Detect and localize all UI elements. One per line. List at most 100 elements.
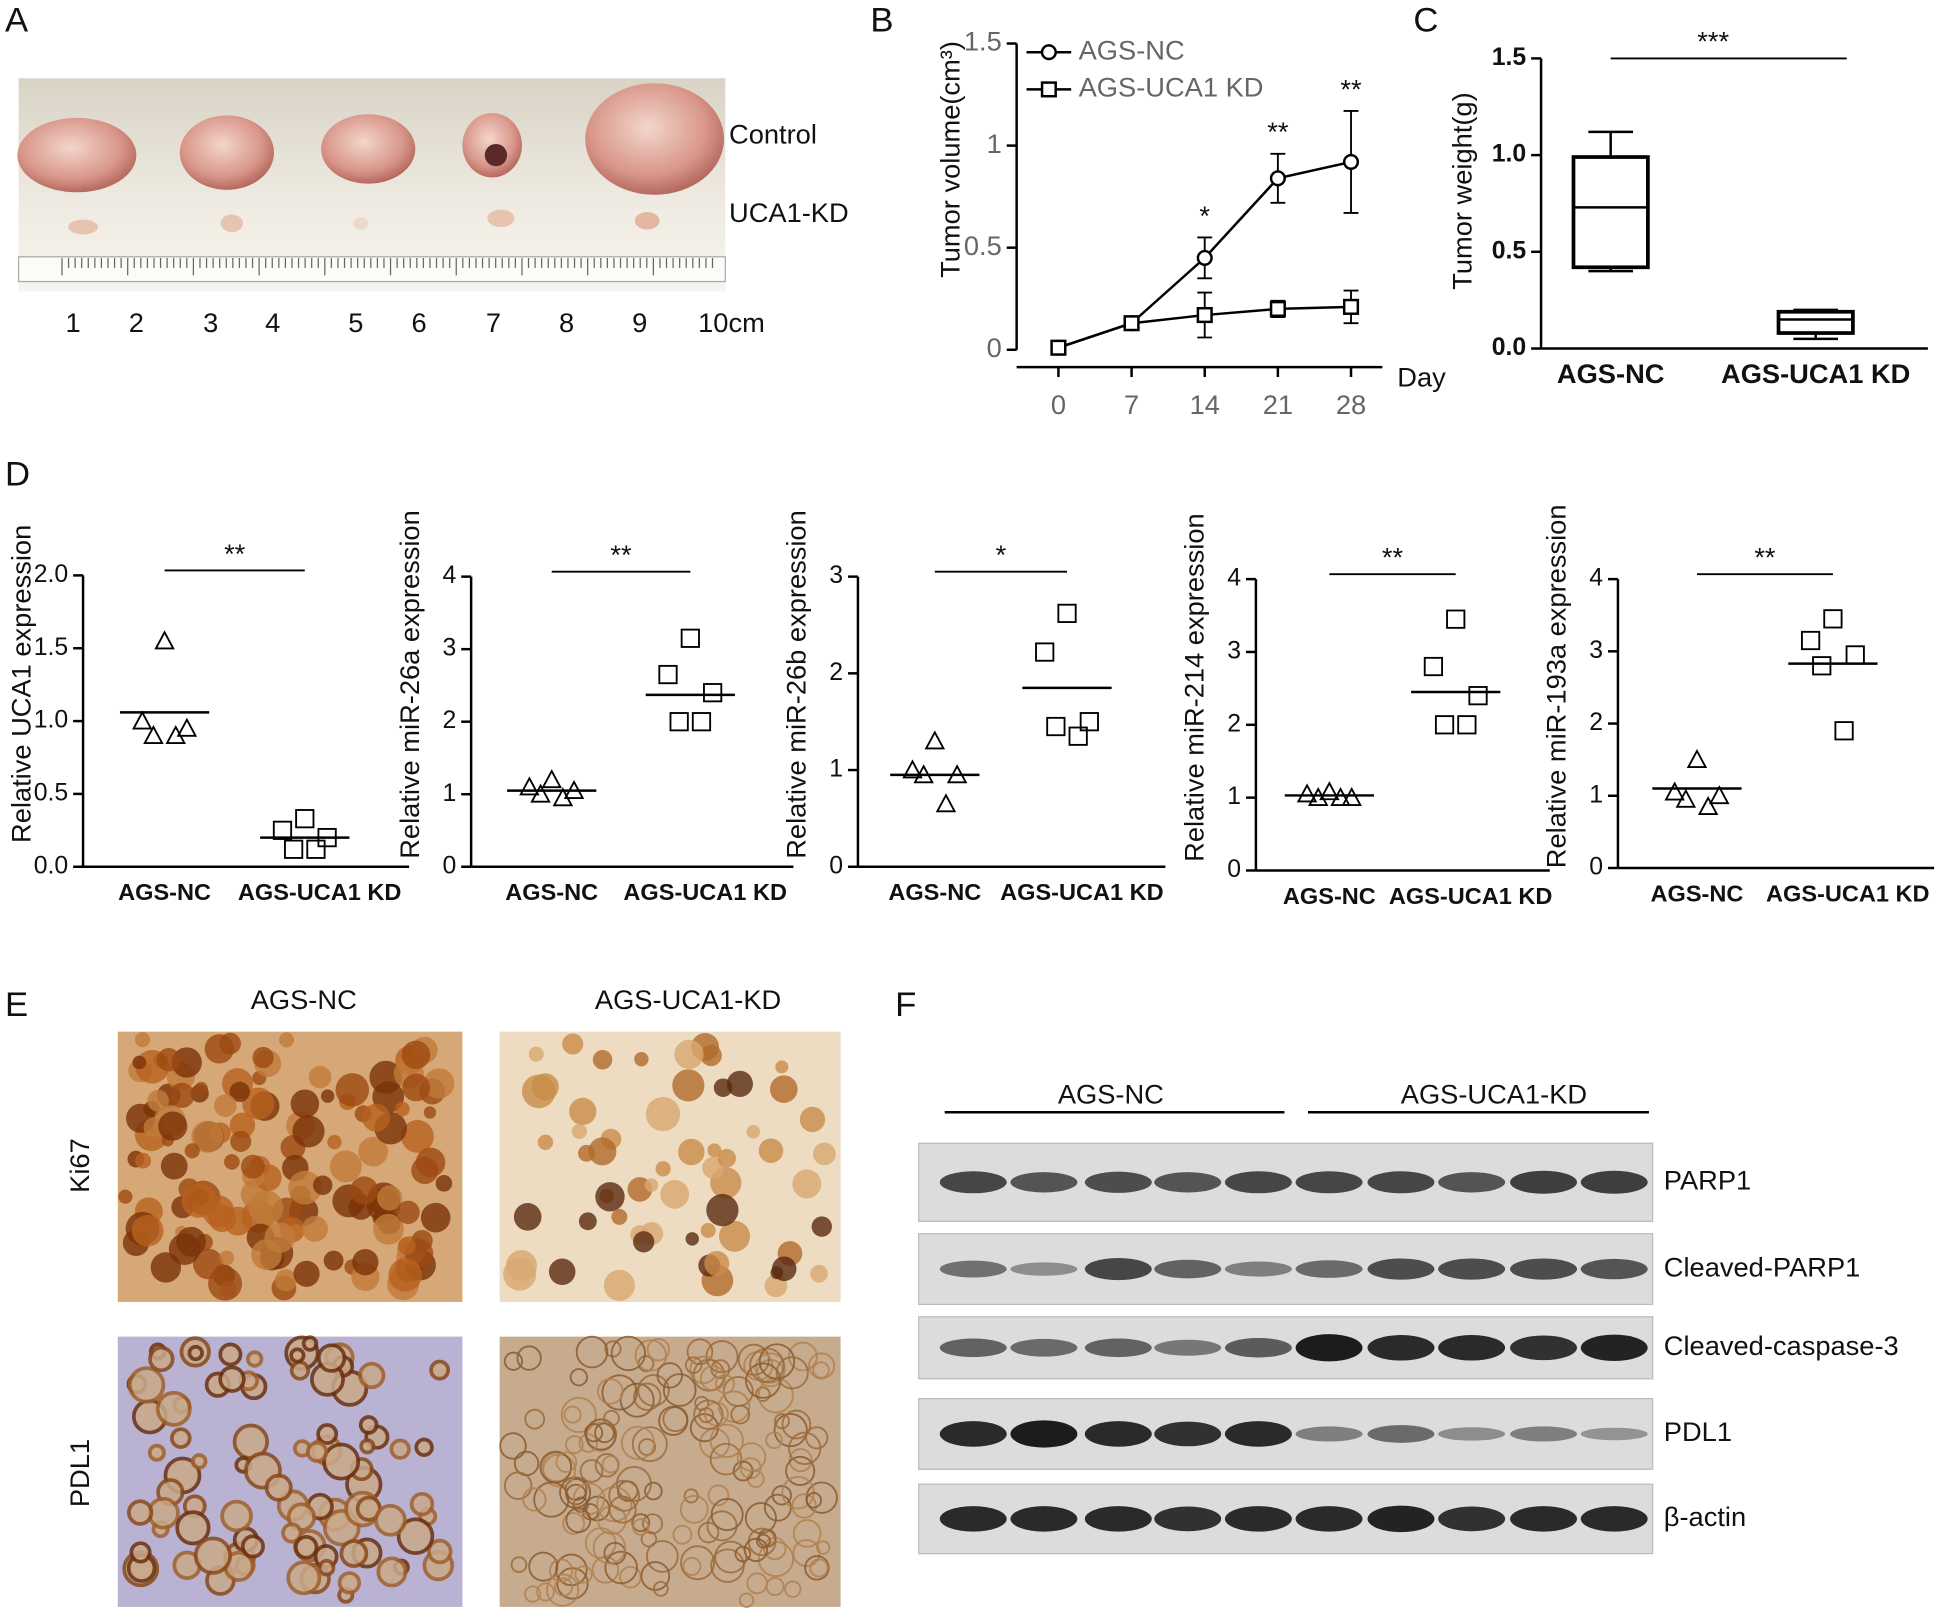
cell: [579, 1459, 604, 1483]
cell: [329, 1150, 362, 1183]
cell: [686, 1338, 714, 1366]
ruler-label: 1: [66, 307, 81, 338]
marker: [1068, 726, 1088, 746]
column-label: AGS-NC: [251, 984, 357, 1015]
band: [1010, 1172, 1078, 1193]
cell: [132, 1055, 147, 1070]
cell: [608, 1479, 641, 1512]
cell: [678, 1138, 705, 1166]
cell: [642, 1513, 664, 1535]
significance: **: [1267, 116, 1289, 147]
x-tick-label: 21: [1263, 389, 1293, 420]
band: [1580, 1170, 1648, 1194]
y-tick-label: 1.5: [34, 634, 68, 661]
cell: [401, 1040, 431, 1070]
cell: [537, 1134, 554, 1151]
y-tick-label: 1: [829, 756, 843, 783]
x-axis-label: Day: [1397, 362, 1446, 393]
marker: [680, 628, 700, 648]
cell: [563, 1405, 582, 1424]
band: [1510, 1426, 1578, 1442]
cell: [524, 1408, 546, 1430]
significance: **: [1382, 541, 1404, 572]
tumor-spot: [484, 143, 508, 167]
cell: [682, 1556, 702, 1576]
cell: [396, 1517, 435, 1555]
cell: [308, 1065, 332, 1089]
band: [1367, 1505, 1435, 1533]
band: [1010, 1338, 1078, 1357]
cell: [637, 1374, 670, 1407]
cell: [218, 1342, 243, 1367]
band: [939, 1260, 1007, 1278]
cell: [746, 1572, 768, 1595]
cell: [575, 1335, 609, 1369]
marker: [902, 759, 923, 779]
y-tick-label: 0: [987, 332, 1002, 363]
cell: [713, 1078, 733, 1098]
marker: [1800, 630, 1821, 651]
cell: [736, 1442, 767, 1472]
marker: [1330, 786, 1351, 807]
significance: ***: [1697, 26, 1729, 57]
marker: [284, 839, 304, 859]
cell: [286, 1560, 322, 1596]
cell: [118, 1189, 133, 1204]
cell: [746, 1124, 761, 1139]
cell: [423, 1068, 455, 1099]
marker: [1664, 781, 1685, 801]
y-tick-label: 1.5: [964, 26, 1002, 57]
cell: [569, 1097, 597, 1126]
y-axis-label: Relative miR-26b expression: [781, 510, 812, 859]
cell: [358, 1136, 389, 1167]
cell: [717, 1148, 737, 1168]
cell: [377, 1185, 403, 1211]
cell: [176, 1226, 206, 1257]
band: [1510, 1506, 1578, 1532]
y-tick-label: 0: [1227, 856, 1241, 883]
cell: [770, 1075, 798, 1103]
cell: [611, 1208, 628, 1225]
marker: [154, 630, 175, 650]
band: [1084, 1506, 1152, 1532]
cell: [571, 1123, 587, 1139]
cell: [632, 1518, 650, 1536]
cell: [707, 1143, 722, 1158]
ruler-label: 8: [559, 307, 574, 338]
cell: [672, 1524, 693, 1545]
cell: [578, 1212, 597, 1231]
y-tick-label: 0.0: [1492, 334, 1526, 361]
marker: [1845, 645, 1865, 665]
y-axis-label: Relative miR-193a expression: [1541, 505, 1572, 869]
cell: [755, 1386, 771, 1402]
column-label: AGS-UCA1-KD: [595, 984, 781, 1015]
cell: [252, 1046, 274, 1069]
y-tick-label: 4: [442, 562, 456, 589]
cell: [155, 1390, 192, 1427]
cell: [710, 1498, 744, 1532]
cell: [679, 1494, 709, 1524]
y-tick-label: 1.0: [1492, 141, 1526, 168]
panel-letter: F: [895, 986, 916, 1024]
cell: [293, 1260, 320, 1287]
band: [1438, 1172, 1506, 1193]
cell: [634, 1339, 667, 1372]
x-tick-label: AGS-NC: [505, 879, 598, 905]
cell: [574, 1565, 593, 1584]
band: [1224, 1261, 1292, 1277]
cell: [513, 1203, 542, 1231]
band: [1367, 1258, 1435, 1280]
cell: [184, 1143, 200, 1159]
cell: [420, 1202, 451, 1233]
cell: [190, 1453, 208, 1470]
ihc-images: [117, 1031, 841, 1608]
cell: [684, 1356, 703, 1374]
panel-letter: A: [5, 2, 29, 40]
ruler-label: 4: [265, 307, 280, 338]
band: [1438, 1506, 1506, 1532]
cell: [562, 1512, 586, 1535]
cell: [134, 1032, 151, 1048]
cell: [301, 1335, 319, 1352]
band: [1295, 1506, 1363, 1532]
cell: [704, 1250, 730, 1277]
